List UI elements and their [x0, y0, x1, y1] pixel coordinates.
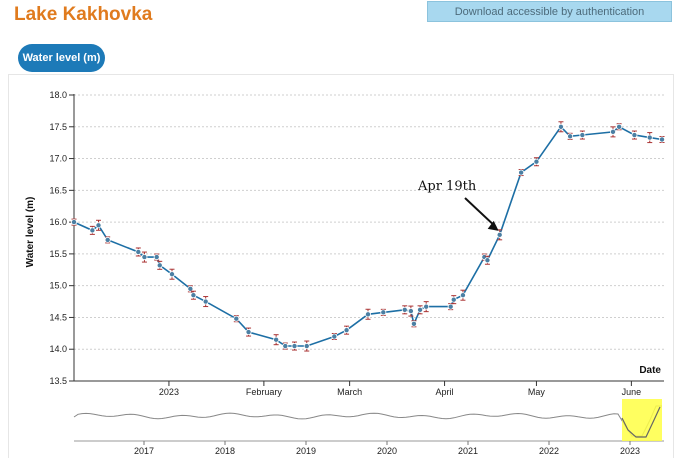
data-point	[518, 169, 525, 176]
data-point	[496, 231, 503, 238]
annotation: Apr 19th	[417, 179, 499, 231]
y-axis-label: Water level (m)	[25, 197, 36, 268]
y-axis: 13.5 14.0 14.5 15.0 15.5 16.0 16.5 17.0 17.5 18.0	[49, 90, 75, 386]
data-point	[659, 136, 666, 143]
data-point	[95, 222, 102, 229]
y-tick-label: 18.0	[49, 90, 67, 100]
navigator-tick-label: 2017	[134, 446, 154, 456]
data-point	[410, 320, 417, 327]
y-tick-label: 17.5	[49, 122, 67, 132]
data-point	[364, 311, 371, 318]
x-tick-label: June	[622, 387, 642, 397]
data-point	[187, 285, 194, 292]
y-tick-label: 16.0	[49, 217, 67, 227]
x-tick-label: March	[337, 387, 362, 397]
navigator-line	[73, 405, 662, 437]
data-point	[401, 306, 408, 313]
navigator-tick-label: 2023	[620, 446, 640, 456]
data-point	[557, 123, 564, 130]
data-point	[104, 236, 111, 243]
navigator-tick-label: 2018	[215, 446, 235, 456]
data-point	[447, 303, 454, 310]
data-point	[646, 134, 653, 141]
data-point	[303, 343, 310, 350]
data-point	[156, 262, 163, 269]
data-point	[89, 227, 96, 234]
navigator-tick-label: 2019	[296, 446, 316, 456]
y-tick-label: 16.5	[49, 185, 67, 195]
navigator-brush	[622, 399, 662, 441]
data-point	[610, 128, 617, 135]
page-title: Lake Kakhovka	[14, 4, 153, 25]
data-point	[450, 296, 457, 303]
chart-panel	[8, 74, 674, 458]
data-point	[631, 132, 638, 139]
annotation-arrow	[464, 197, 497, 228]
data-point	[233, 315, 240, 322]
data-point	[579, 132, 586, 139]
data-point	[282, 343, 289, 350]
data-point	[202, 298, 209, 305]
y-tick-label: 14.0	[49, 344, 67, 354]
data-point	[273, 336, 280, 343]
data-point	[459, 292, 466, 299]
y-tick-label: 14.5	[49, 312, 67, 322]
data-point	[331, 333, 338, 340]
data-point	[407, 308, 414, 315]
series-line	[71, 121, 666, 352]
annotation-text: Apr 19th	[417, 179, 477, 194]
y-tick-label: 15.5	[49, 249, 67, 259]
data-point	[380, 309, 387, 316]
data-point	[291, 343, 298, 350]
navigator[interactable]: 2017 2018 2019 2020 2021 2022 2023	[73, 399, 664, 456]
x-tick-label: 2023	[159, 387, 179, 397]
data-point	[190, 292, 197, 299]
x-axis-label: Date	[639, 365, 661, 376]
data-point	[135, 248, 142, 255]
data-point	[245, 329, 252, 336]
download-button[interactable]: Download accessible by authentication	[427, 1, 672, 22]
data-point	[141, 254, 148, 261]
data-point	[533, 158, 540, 165]
data-point	[343, 327, 350, 334]
x-tick-label: April	[436, 387, 454, 397]
data-point	[168, 271, 175, 278]
x-axis: 2023 February March April May June	[74, 380, 664, 397]
data-point	[616, 123, 623, 130]
y-tick-label: 15.0	[49, 281, 67, 291]
data-point	[153, 254, 160, 261]
data-point	[484, 257, 491, 264]
x-tick-label: February	[246, 387, 283, 397]
data-point	[567, 133, 574, 140]
grid-lines	[74, 94, 664, 350]
tab-water-level[interactable]: Water level (m)	[18, 44, 105, 72]
y-tick-label: 13.5	[49, 376, 67, 386]
data-point	[71, 219, 78, 226]
navigator-tick-label: 2021	[458, 446, 478, 456]
x-tick-label: May	[528, 387, 546, 397]
data-point	[417, 306, 424, 313]
data-point	[423, 303, 430, 310]
navigator-tick-label: 2020	[377, 446, 397, 456]
annotation-arrowhead	[487, 220, 499, 231]
navigator-brush-line	[621, 406, 661, 438]
y-tick-label: 17.0	[49, 154, 67, 164]
navigator-tick-label: 2022	[539, 446, 559, 456]
